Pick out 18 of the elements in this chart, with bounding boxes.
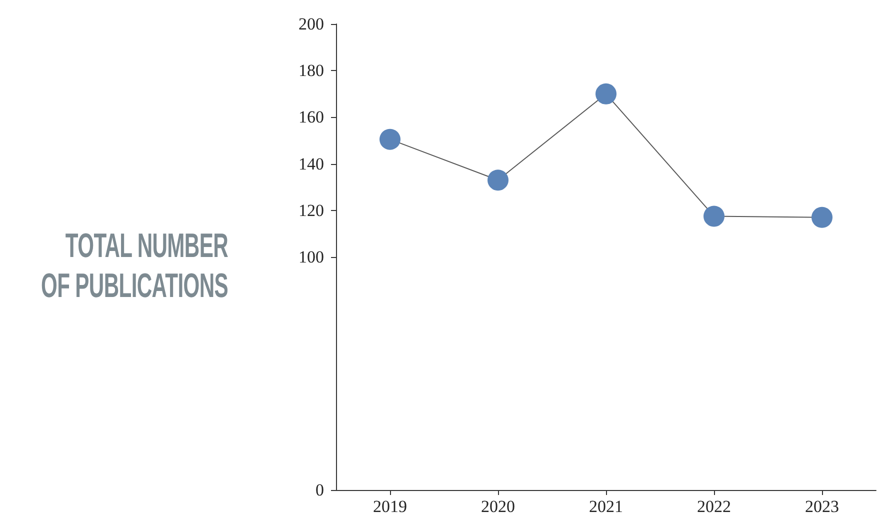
point (488, 170, 508, 191)
y-tick-label: 140 (298, 154, 324, 174)
x-tick-label: 2020 (481, 497, 515, 516)
point (596, 83, 616, 104)
y-tick-label: 120 (298, 200, 324, 220)
x-tick-label: 2019 (373, 497, 407, 516)
point (812, 206, 832, 228)
y-tick-label: 200 (298, 14, 324, 34)
y-tick-label: 0 (316, 480, 324, 500)
x-tick-label: 2022 (697, 497, 731, 516)
y-tick-label: 100 (298, 248, 324, 266)
y-tick-label: 160 (298, 108, 324, 127)
x-tick-label: 2021 (589, 497, 623, 516)
y-axis-title: TOTAL NUMBER OF PUBLICATIONS (40, 226, 228, 306)
y-tick-label: 180 (298, 61, 324, 80)
point (380, 128, 400, 150)
point (704, 206, 724, 227)
x-tick-label: 2023 (805, 497, 839, 516)
